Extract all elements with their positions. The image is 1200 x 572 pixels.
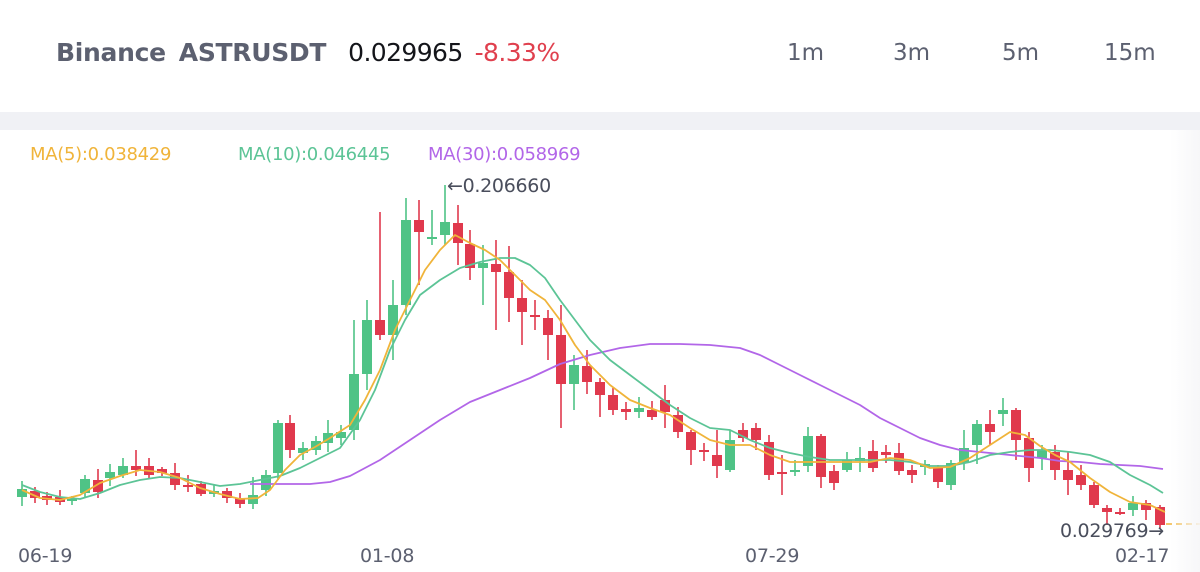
candle-down	[816, 434, 826, 488]
candle-down	[647, 401, 657, 420]
candle-down	[699, 443, 709, 461]
candle-up	[248, 477, 258, 509]
candle-down	[1089, 482, 1099, 508]
candle-down	[530, 300, 540, 330]
symbol-name: ASTRUSDT	[178, 38, 327, 67]
candle-down	[491, 240, 501, 330]
candle-down	[1063, 452, 1073, 495]
candle-down	[556, 305, 566, 428]
candle-down	[1076, 465, 1086, 490]
candle-down	[907, 465, 917, 483]
candle-down	[543, 310, 553, 360]
x-tick-label: 02-17	[1115, 545, 1170, 567]
candle-up	[17, 481, 27, 506]
chart-edge-fade	[1170, 130, 1200, 572]
candle-down	[157, 467, 167, 476]
interval-5m[interactable]: 5m	[1002, 40, 1040, 66]
candle-down	[1115, 508, 1125, 515]
candle-down	[985, 410, 995, 445]
candle-up	[725, 430, 735, 472]
candle-up	[362, 300, 372, 390]
candle-up	[440, 185, 450, 245]
candle-up	[998, 398, 1008, 426]
candle-up	[427, 210, 437, 245]
high-price-marker: ←0.206660	[447, 175, 551, 197]
candle-up	[80, 475, 90, 497]
candle-up	[105, 464, 115, 486]
candle-down	[414, 200, 424, 285]
candle-down	[868, 440, 878, 472]
candle-down	[621, 402, 631, 420]
candle-up	[569, 355, 579, 410]
candle-up	[972, 420, 982, 464]
candle-down	[465, 230, 475, 280]
x-tick-label: 07-29	[745, 545, 800, 567]
last-price: 0.029965	[348, 38, 463, 67]
legend-ma10: MA(10):0.046445	[238, 144, 391, 165]
candle-down	[144, 458, 154, 478]
candle-down	[582, 350, 592, 394]
candle-up	[478, 245, 488, 305]
candle-down	[595, 378, 605, 417]
candle-down	[453, 205, 463, 265]
candle-up	[323, 420, 333, 452]
ticker-header: Binance ASTRUSDT 0.029965 -8.33% 1m 3m 5…	[0, 0, 1200, 112]
last-price-marker: 0.029769→	[1060, 520, 1164, 542]
candle-down	[660, 385, 670, 428]
candle-down	[751, 423, 761, 450]
candle-down	[285, 415, 295, 458]
candle-down	[829, 465, 839, 490]
legend-ma30: MA(30):0.058969	[428, 144, 581, 165]
candle-up	[803, 427, 813, 472]
section-divider	[0, 112, 1200, 130]
candle-down	[933, 465, 943, 488]
candle-up	[388, 280, 398, 360]
interval-3m[interactable]: 3m	[893, 40, 931, 66]
candle-down	[183, 475, 193, 492]
ticker-info: Binance ASTRUSDT 0.029965 -8.33%	[56, 38, 560, 67]
candle-down	[1141, 500, 1151, 520]
candle-up	[273, 420, 283, 480]
candle-up	[336, 425, 346, 445]
ma-legend: MA(5):0.038429 MA(10):0.046445 MA(30):0.…	[0, 144, 1200, 168]
candle-down	[777, 455, 787, 495]
candle-down	[712, 430, 722, 478]
legend-ma5: MA(5):0.038429	[30, 144, 172, 165]
candle-down	[608, 388, 618, 415]
exchange-name: Binance	[56, 38, 166, 67]
candle-down	[686, 430, 696, 465]
interval-selector: 1m 3m 5m 15m	[0, 40, 1200, 70]
candle-down	[375, 212, 385, 340]
candle-up	[1128, 496, 1138, 516]
price-change-percent: -8.33%	[474, 38, 560, 67]
candle-up	[298, 442, 308, 460]
candle-down	[673, 407, 683, 438]
interval-1m[interactable]: 1m	[787, 40, 825, 66]
candle-down	[738, 423, 748, 442]
x-tick-label: 06-19	[18, 545, 73, 567]
candle-down	[235, 493, 245, 508]
x-tick-label: 01-08	[360, 545, 415, 567]
ma30-line	[250, 343, 1164, 485]
ma10-line	[21, 257, 1164, 500]
candle-up	[634, 397, 644, 418]
interval-15m[interactable]: 15m	[1104, 40, 1156, 66]
candle-up	[401, 198, 411, 315]
candle-down	[764, 435, 774, 480]
candle-down	[517, 280, 527, 345]
ma5-line	[21, 234, 1166, 513]
candle-down	[1102, 505, 1112, 525]
